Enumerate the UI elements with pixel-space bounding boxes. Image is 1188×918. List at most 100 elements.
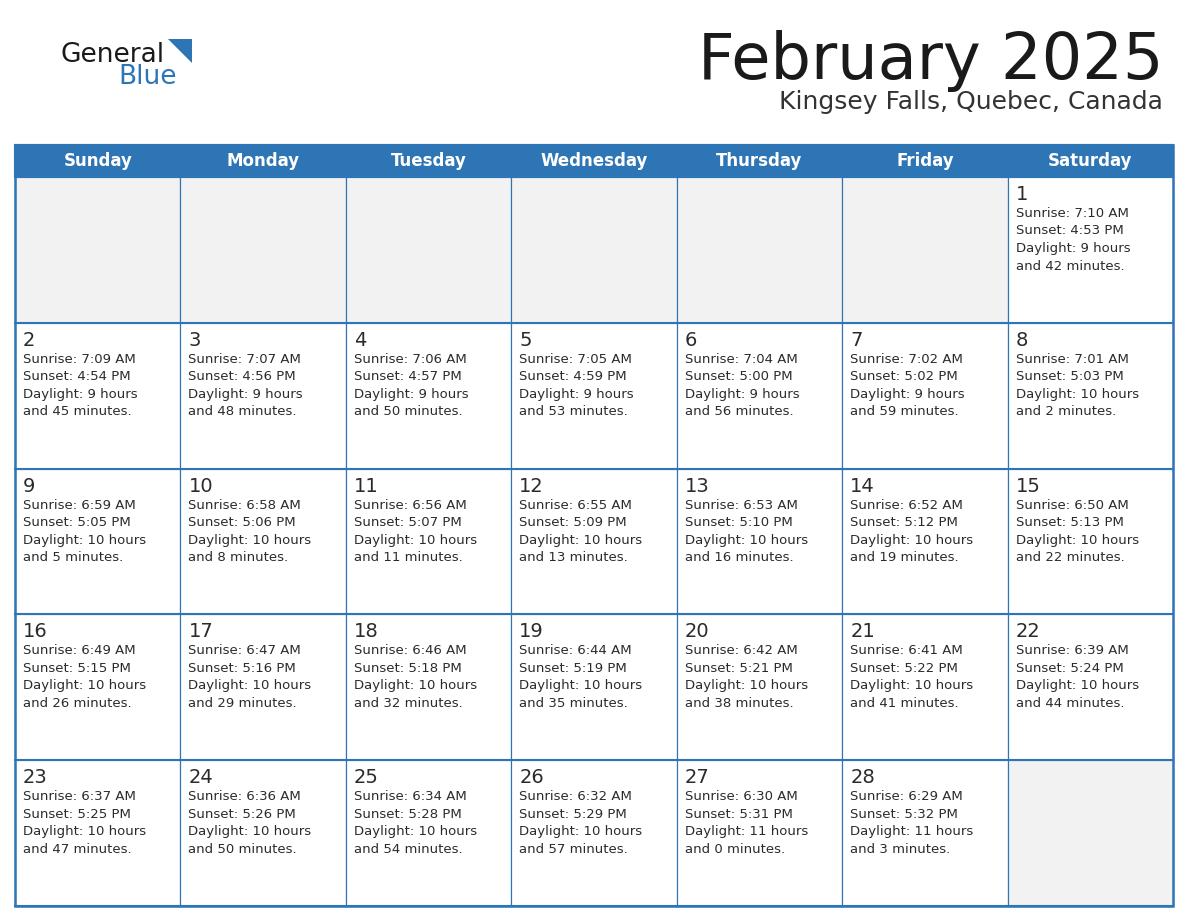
Text: Sunrise: 7:05 AM
Sunset: 4:59 PM
Daylight: 9 hours
and 53 minutes.: Sunrise: 7:05 AM Sunset: 4:59 PM Dayligh… xyxy=(519,353,634,419)
Text: Sunrise: 6:32 AM
Sunset: 5:29 PM
Daylight: 10 hours
and 57 minutes.: Sunrise: 6:32 AM Sunset: 5:29 PM Dayligh… xyxy=(519,790,643,856)
Bar xyxy=(511,760,677,906)
Text: 12: 12 xyxy=(519,476,544,496)
Bar xyxy=(346,760,511,906)
Bar xyxy=(677,323,842,468)
Bar xyxy=(181,468,346,614)
Bar xyxy=(677,614,842,760)
Bar xyxy=(15,323,181,468)
Text: 13: 13 xyxy=(684,476,709,496)
Text: 10: 10 xyxy=(189,476,213,496)
Text: Sunrise: 6:49 AM
Sunset: 5:15 PM
Daylight: 10 hours
and 26 minutes.: Sunrise: 6:49 AM Sunset: 5:15 PM Dayligh… xyxy=(23,644,146,710)
Text: 4: 4 xyxy=(354,330,366,350)
Bar xyxy=(15,468,181,614)
Text: 25: 25 xyxy=(354,768,379,788)
Bar xyxy=(511,468,677,614)
Bar xyxy=(346,145,511,177)
Bar xyxy=(346,323,511,468)
Text: 18: 18 xyxy=(354,622,379,642)
Text: Sunrise: 6:39 AM
Sunset: 5:24 PM
Daylight: 10 hours
and 44 minutes.: Sunrise: 6:39 AM Sunset: 5:24 PM Dayligh… xyxy=(1016,644,1138,710)
Text: Sunrise: 6:50 AM
Sunset: 5:13 PM
Daylight: 10 hours
and 22 minutes.: Sunrise: 6:50 AM Sunset: 5:13 PM Dayligh… xyxy=(1016,498,1138,564)
Text: 14: 14 xyxy=(851,476,874,496)
Text: 2: 2 xyxy=(23,330,36,350)
Bar xyxy=(677,760,842,906)
Bar xyxy=(511,614,677,760)
Text: Sunrise: 7:07 AM
Sunset: 4:56 PM
Daylight: 9 hours
and 48 minutes.: Sunrise: 7:07 AM Sunset: 4:56 PM Dayligh… xyxy=(189,353,303,419)
Text: 20: 20 xyxy=(684,622,709,642)
Bar xyxy=(346,614,511,760)
Text: Blue: Blue xyxy=(118,64,177,90)
Text: Sunday: Sunday xyxy=(63,152,132,170)
Text: Kingsey Falls, Quebec, Canada: Kingsey Falls, Quebec, Canada xyxy=(779,90,1163,114)
Bar xyxy=(181,145,346,177)
Bar xyxy=(346,177,511,323)
Bar xyxy=(181,177,346,323)
Text: Sunrise: 6:30 AM
Sunset: 5:31 PM
Daylight: 11 hours
and 0 minutes.: Sunrise: 6:30 AM Sunset: 5:31 PM Dayligh… xyxy=(684,790,808,856)
Text: 6: 6 xyxy=(684,330,697,350)
Bar xyxy=(1007,145,1173,177)
Text: 23: 23 xyxy=(23,768,48,788)
Bar xyxy=(842,323,1007,468)
Text: Sunrise: 6:47 AM
Sunset: 5:16 PM
Daylight: 10 hours
and 29 minutes.: Sunrise: 6:47 AM Sunset: 5:16 PM Dayligh… xyxy=(189,644,311,710)
Text: Sunrise: 6:58 AM
Sunset: 5:06 PM
Daylight: 10 hours
and 8 minutes.: Sunrise: 6:58 AM Sunset: 5:06 PM Dayligh… xyxy=(189,498,311,564)
Text: February 2025: February 2025 xyxy=(697,30,1163,92)
Text: 24: 24 xyxy=(189,768,213,788)
Text: Tuesday: Tuesday xyxy=(391,152,467,170)
Text: General: General xyxy=(61,42,164,68)
Text: 28: 28 xyxy=(851,768,874,788)
Bar xyxy=(511,323,677,468)
Text: Sunrise: 6:44 AM
Sunset: 5:19 PM
Daylight: 10 hours
and 35 minutes.: Sunrise: 6:44 AM Sunset: 5:19 PM Dayligh… xyxy=(519,644,643,710)
Bar xyxy=(511,177,677,323)
Text: 17: 17 xyxy=(189,622,213,642)
Text: Sunrise: 6:53 AM
Sunset: 5:10 PM
Daylight: 10 hours
and 16 minutes.: Sunrise: 6:53 AM Sunset: 5:10 PM Dayligh… xyxy=(684,498,808,564)
Bar xyxy=(15,177,181,323)
Text: Sunrise: 6:37 AM
Sunset: 5:25 PM
Daylight: 10 hours
and 47 minutes.: Sunrise: 6:37 AM Sunset: 5:25 PM Dayligh… xyxy=(23,790,146,856)
Bar xyxy=(842,760,1007,906)
Text: 8: 8 xyxy=(1016,330,1028,350)
Bar xyxy=(15,145,1173,177)
Text: Thursday: Thursday xyxy=(716,152,803,170)
Text: 26: 26 xyxy=(519,768,544,788)
Bar xyxy=(677,177,842,323)
Text: Sunrise: 6:36 AM
Sunset: 5:26 PM
Daylight: 10 hours
and 50 minutes.: Sunrise: 6:36 AM Sunset: 5:26 PM Dayligh… xyxy=(189,790,311,856)
Text: Sunrise: 7:04 AM
Sunset: 5:00 PM
Daylight: 9 hours
and 56 minutes.: Sunrise: 7:04 AM Sunset: 5:00 PM Dayligh… xyxy=(684,353,800,419)
Text: 3: 3 xyxy=(189,330,201,350)
Text: Sunrise: 7:09 AM
Sunset: 4:54 PM
Daylight: 9 hours
and 45 minutes.: Sunrise: 7:09 AM Sunset: 4:54 PM Dayligh… xyxy=(23,353,138,419)
Text: Sunrise: 6:55 AM
Sunset: 5:09 PM
Daylight: 10 hours
and 13 minutes.: Sunrise: 6:55 AM Sunset: 5:09 PM Dayligh… xyxy=(519,498,643,564)
Text: Wednesday: Wednesday xyxy=(541,152,647,170)
Text: Sunrise: 6:59 AM
Sunset: 5:05 PM
Daylight: 10 hours
and 5 minutes.: Sunrise: 6:59 AM Sunset: 5:05 PM Dayligh… xyxy=(23,498,146,564)
Bar xyxy=(15,145,181,177)
Bar xyxy=(842,177,1007,323)
Bar xyxy=(1007,323,1173,468)
Bar xyxy=(677,145,842,177)
Bar xyxy=(346,468,511,614)
Bar xyxy=(181,760,346,906)
Text: Sunrise: 7:06 AM
Sunset: 4:57 PM
Daylight: 9 hours
and 50 minutes.: Sunrise: 7:06 AM Sunset: 4:57 PM Dayligh… xyxy=(354,353,468,419)
Bar xyxy=(1007,760,1173,906)
Text: Monday: Monday xyxy=(227,152,299,170)
Bar xyxy=(1007,468,1173,614)
Text: Sunrise: 6:41 AM
Sunset: 5:22 PM
Daylight: 10 hours
and 41 minutes.: Sunrise: 6:41 AM Sunset: 5:22 PM Dayligh… xyxy=(851,644,973,710)
Text: Sunrise: 6:52 AM
Sunset: 5:12 PM
Daylight: 10 hours
and 19 minutes.: Sunrise: 6:52 AM Sunset: 5:12 PM Dayligh… xyxy=(851,498,973,564)
Text: 11: 11 xyxy=(354,476,379,496)
Bar xyxy=(842,614,1007,760)
Bar xyxy=(1007,177,1173,323)
Text: 27: 27 xyxy=(684,768,709,788)
Bar xyxy=(181,323,346,468)
Text: Sunrise: 6:56 AM
Sunset: 5:07 PM
Daylight: 10 hours
and 11 minutes.: Sunrise: 6:56 AM Sunset: 5:07 PM Dayligh… xyxy=(354,498,478,564)
Bar xyxy=(15,614,181,760)
Bar xyxy=(1007,614,1173,760)
Text: Sunrise: 7:10 AM
Sunset: 4:53 PM
Daylight: 9 hours
and 42 minutes.: Sunrise: 7:10 AM Sunset: 4:53 PM Dayligh… xyxy=(1016,207,1130,273)
Bar xyxy=(677,468,842,614)
Text: 9: 9 xyxy=(23,476,36,496)
Text: Sunrise: 6:29 AM
Sunset: 5:32 PM
Daylight: 11 hours
and 3 minutes.: Sunrise: 6:29 AM Sunset: 5:32 PM Dayligh… xyxy=(851,790,973,856)
Bar xyxy=(511,145,677,177)
Text: 21: 21 xyxy=(851,622,874,642)
Text: 7: 7 xyxy=(851,330,862,350)
Text: Friday: Friday xyxy=(896,152,954,170)
Text: 16: 16 xyxy=(23,622,48,642)
Text: Saturday: Saturday xyxy=(1048,152,1132,170)
Bar xyxy=(15,145,1173,906)
Bar xyxy=(15,760,181,906)
Text: 5: 5 xyxy=(519,330,532,350)
Text: 1: 1 xyxy=(1016,185,1028,204)
